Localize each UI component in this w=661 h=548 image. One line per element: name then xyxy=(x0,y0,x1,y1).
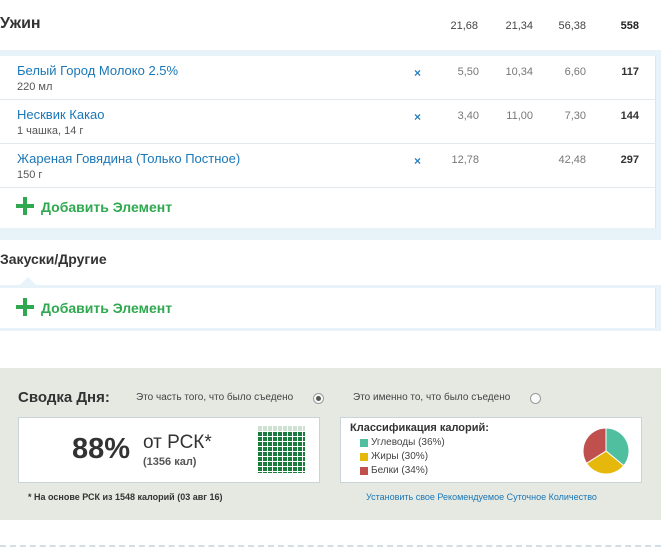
pie-slice-1 xyxy=(585,450,625,475)
dinner-panel: Белый Город Молоко 2.5% 220 мл × 5,50 10… xyxy=(0,56,656,228)
dinner-header: Ужин 21,68 21,34 56,38 558 xyxy=(0,0,661,50)
food-name-link[interactable]: Несквик Какао xyxy=(17,107,105,122)
rsk-grid-chart xyxy=(258,426,305,473)
pie-slice-2 xyxy=(582,427,607,465)
food-value-1: 12,78 xyxy=(451,154,479,166)
dinner-total-2: 21,34 xyxy=(505,20,533,32)
rsk-box: 88% от РСК* (1356 кал) xyxy=(18,417,320,483)
legend-label: Жиры (30%) xyxy=(371,451,429,462)
food-calories: 117 xyxy=(621,66,639,78)
snacks-panel: Добавить Элемент xyxy=(0,288,656,328)
option-eaten-exact-radio[interactable] xyxy=(530,393,541,404)
food-value-3: 7,30 xyxy=(564,110,586,122)
add-item-label: Добавить Элемент xyxy=(41,199,173,215)
food-name-link[interactable]: Белый Город Молоко 2.5% xyxy=(17,63,179,78)
rsk-label: от РСК* xyxy=(143,432,212,453)
legend-item-protein: Белки (34%) xyxy=(360,465,429,476)
remove-food-icon[interactable]: × xyxy=(414,154,422,168)
food-value-1: 3,40 xyxy=(457,110,479,122)
set-rsk-link[interactable]: Установить свое Рекомендуемое Суточное К… xyxy=(366,492,597,502)
plus-icon xyxy=(16,197,34,215)
food-quantity: 150 г xyxy=(17,169,43,181)
summary-title: Сводка Дня: xyxy=(18,389,110,406)
food-value-1: 5,50 xyxy=(457,66,479,78)
plus-icon xyxy=(16,298,34,316)
legend-item-fats: Жиры (30%) xyxy=(360,451,429,462)
legend-swatch xyxy=(360,439,368,447)
remove-food-icon[interactable]: × xyxy=(414,66,422,80)
legend-label: Углеводы (36%) xyxy=(371,437,445,448)
calories-total: (1356 кал) xyxy=(143,456,197,468)
food-row: Белый Город Молоко 2.5% 220 мл × 5,50 10… xyxy=(0,56,656,100)
pie-slice-0 xyxy=(605,427,630,467)
food-calories: 144 xyxy=(620,110,639,122)
dinner-total-3: 56,38 xyxy=(558,20,586,32)
add-item-button[interactable]: Добавить Элемент xyxy=(0,189,656,227)
food-value-3: 42,48 xyxy=(558,154,586,166)
add-item-button[interactable]: Добавить Элемент xyxy=(0,290,656,328)
option-eaten-share-radio[interactable] xyxy=(313,393,324,404)
rsk-grid-empty-row xyxy=(258,426,305,431)
food-value-2: 11,00 xyxy=(506,110,533,122)
food-quantity: 220 мл xyxy=(17,81,53,93)
legend-item-carbs: Углеводы (36%) xyxy=(360,437,445,448)
food-calories: 297 xyxy=(620,154,639,166)
legend-label: Белки (34%) xyxy=(371,465,429,476)
dashed-divider xyxy=(0,545,661,547)
food-quantity: 1 чашка, 14 г xyxy=(17,125,84,137)
calorie-pie-chart xyxy=(582,427,630,475)
dinner-total-calories: 558 xyxy=(620,20,639,32)
food-row: Несквик Какао 1 чашка, 14 г × 3,40 11,00… xyxy=(0,100,656,144)
option-eaten-share-label: Это часть того, что было съедено xyxy=(136,392,294,403)
rsk-percent: 88% xyxy=(72,433,131,465)
food-value-3: 6,60 xyxy=(564,66,586,78)
food-value-2: 10,34 xyxy=(505,66,533,78)
legend-swatch xyxy=(360,467,368,475)
option-eaten-exact-label: Это именно то, что было съедено xyxy=(353,392,511,403)
legend-swatch xyxy=(360,453,368,461)
food-name-link[interactable]: Жареная Говядина (Только Постное) xyxy=(17,151,241,166)
snacks-title: Закуски/Другие xyxy=(0,251,107,267)
snacks-panel-notch xyxy=(20,277,36,285)
rsk-footnote: * На основе РСК из 1548 калорий (03 авг … xyxy=(28,492,223,502)
food-row: Жареная Говядина (Только Постное) 150 г … xyxy=(0,144,656,188)
dinner-title: Ужин xyxy=(0,15,41,32)
dinner-total-1: 21,68 xyxy=(450,20,478,32)
calorie-classification-box: Классификация калорий: Углеводы (36%) Жи… xyxy=(340,417,642,483)
add-item-label: Добавить Элемент xyxy=(41,300,173,316)
remove-food-icon[interactable]: × xyxy=(414,110,422,124)
classification-title: Классификация калорий: xyxy=(350,422,489,434)
day-summary: Сводка Дня: Это часть того, что было съе… xyxy=(0,368,661,520)
